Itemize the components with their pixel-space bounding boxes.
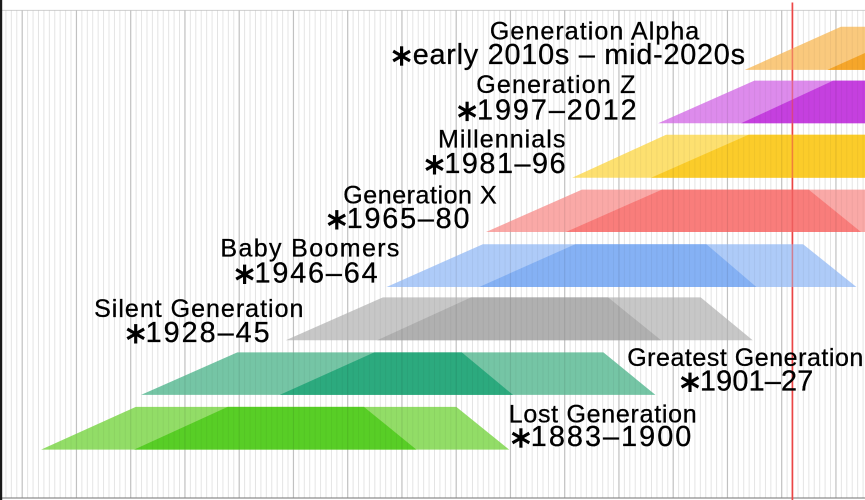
- svg-text:1883–1900: 1883–1900: [531, 421, 692, 453]
- svg-text:1901–27: 1901–27: [700, 365, 813, 397]
- svg-text:Baby Boomers: Baby Boomers: [220, 234, 399, 262]
- svg-text:1965–80: 1965–80: [347, 203, 470, 235]
- svg-text:1981–96: 1981–96: [444, 148, 565, 180]
- svg-text:Lost Generation: Lost Generation: [509, 400, 697, 428]
- svg-text:early 2010s – mid-2020s: early 2010s – mid-2020s: [413, 39, 745, 71]
- svg-text:1928–45: 1928–45: [146, 317, 270, 349]
- svg-text:Generation Z: Generation Z: [476, 71, 635, 99]
- svg-text:Greatest Generation: Greatest Generation: [627, 344, 863, 372]
- svg-text:Generation X: Generation X: [343, 182, 497, 210]
- svg-text:Millennials: Millennials: [438, 125, 565, 153]
- svg-text:1946–64: 1946–64: [255, 257, 378, 289]
- svg-text:Generation Alpha: Generation Alpha: [490, 18, 699, 46]
- svg-text:Silent Generation: Silent Generation: [94, 295, 303, 323]
- svg-text:1997–2012: 1997–2012: [477, 94, 637, 126]
